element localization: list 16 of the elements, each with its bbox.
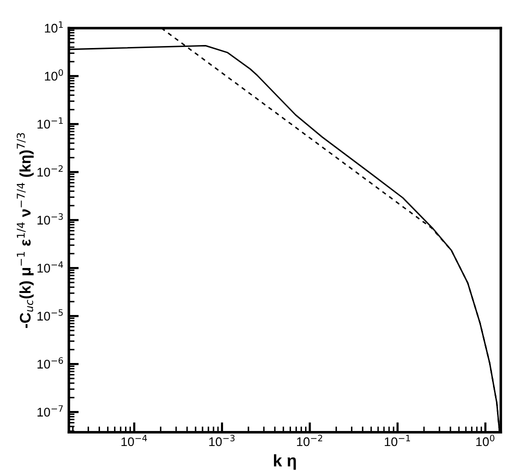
y-tick-label: 10$^{1}$ — [44, 21, 63, 33]
x-tick-label: 10$^{−3}$ — [209, 434, 235, 446]
y-tick-label: 10$^{0}$ — [44, 69, 63, 81]
y-tick-label: 10$^{−7}$ — [38, 405, 63, 417]
y-tick-label: 10$^{−5}$ — [38, 309, 63, 321]
y-tick-label: 10$^{−2}$ — [38, 165, 63, 177]
x-tick-label: 10$^{−1}$ — [384, 434, 410, 446]
x-tick-label: 10$^{−2}$ — [297, 434, 322, 446]
x-tick-label: 10$^{−4}$ — [121, 434, 147, 446]
y-tick-label: 10$^{−3}$ — [38, 213, 63, 225]
x-axis-title: k η — [274, 454, 296, 470]
text: -C$_{uc}$(k) μ$^{−1}$ ε$^{1/4}$ ν$^{−7/4}$ (kη)$^{7/3}$ — [16, 133, 34, 328]
y-tick-label: 10$^{−6}$ — [38, 357, 63, 369]
y-tick-label: 10$^{−4}$ — [38, 261, 64, 273]
x-tick-label: 10$^{0}$ — [476, 434, 494, 446]
y-tick-label: 10$^{−1}$ — [38, 117, 63, 129]
